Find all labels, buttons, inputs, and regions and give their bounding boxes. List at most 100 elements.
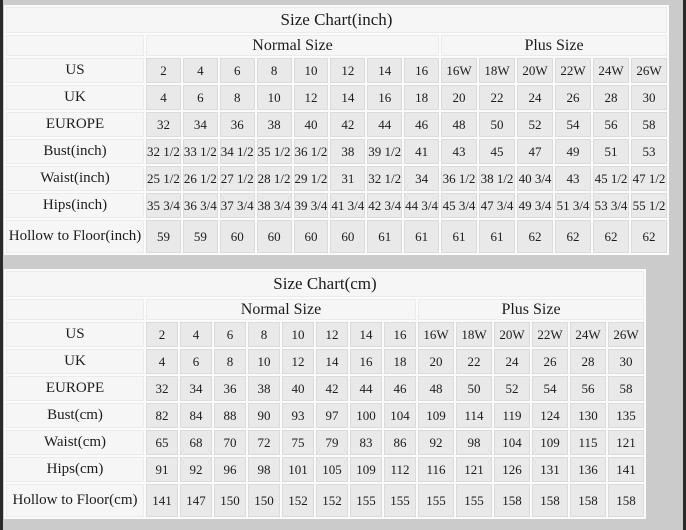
size-value: 16 — [367, 85, 403, 110]
size-value: 36 1/2 — [293, 139, 329, 164]
size-value: 26 — [532, 349, 568, 374]
table-row: EUROPE 32 34 36 38 40 42 44 46 48 50 52 54 56 58 — [6, 376, 644, 401]
size-value: 42 — [330, 112, 366, 137]
left-edge-strip — [0, 0, 3, 530]
size-value: 4 — [180, 322, 212, 347]
size-value: 29 1/2 — [293, 166, 329, 191]
size-value: 61 — [441, 220, 477, 253]
table-row: Hollow to Floor(cm) 141 147 150 150 152 152 155… — [6, 484, 644, 517]
size-value: 141 — [146, 484, 178, 517]
size-value: 8 — [248, 322, 280, 347]
table-row: EUROPE 32 34 36 38 40 42 44 46 48 50 52 54 56 58 — [6, 112, 667, 137]
size-value: 34 — [182, 112, 218, 137]
size-value: 22W — [532, 322, 568, 347]
size-value: 2 — [146, 322, 178, 347]
row-label: Waist(cm) — [6, 430, 144, 455]
size-value: 22 — [456, 349, 492, 374]
size-value: 155 — [350, 484, 382, 517]
size-value: 130 — [570, 403, 606, 428]
size-value: 50 — [456, 376, 492, 401]
size-value: 28 — [593, 85, 629, 110]
size-value: 112 — [384, 457, 416, 482]
size-value: 42 3/4 — [367, 193, 403, 218]
size-value: 150 — [248, 484, 280, 517]
size-value: 82 — [146, 403, 178, 428]
size-value: 48 — [418, 376, 454, 401]
table-row: Hollow to Floor(inch) 59 59 60 60 60 60 61 61 61 6… — [6, 220, 667, 253]
size-value: 14 — [367, 58, 403, 83]
size-value: 56 — [570, 376, 606, 401]
size-value: 114 — [456, 403, 492, 428]
size-value: 109 — [418, 403, 454, 428]
size-value: 36 — [219, 112, 255, 137]
size-value: 126 — [494, 457, 530, 482]
size-value: 26W — [608, 322, 644, 347]
size-value: 36 — [214, 376, 246, 401]
size-value: 27 1/2 — [219, 166, 255, 191]
size-value: 92 — [180, 457, 212, 482]
size-value: 150 — [214, 484, 246, 517]
size-value: 155 — [384, 484, 416, 517]
size-value: 92 — [418, 430, 454, 455]
size-value: 53 3/4 — [593, 193, 629, 218]
size-value: 109 — [532, 430, 568, 455]
size-value: 147 — [180, 484, 212, 517]
size-value: 84 — [180, 403, 212, 428]
size-value: 24W — [593, 58, 629, 83]
size-value: 46 — [384, 376, 416, 401]
size-chart-inch: Size Chart(inch) Normal Size Plus Size US 2 4… — [4, 5, 669, 255]
table-row: UK 4 6 8 10 12 14 16 18 20 22 24 26 28 30 — [6, 85, 667, 110]
size-value: 32 — [146, 112, 181, 137]
row-label: Hips(inch) — [6, 193, 144, 218]
row-label: EUROPE — [6, 112, 144, 137]
size-value: 32 1/2 — [367, 166, 403, 191]
size-value: 4 — [182, 58, 218, 83]
row-label: EUROPE — [6, 376, 144, 401]
size-value: 121 — [456, 457, 492, 482]
size-value: 119 — [494, 403, 530, 428]
size-value: 72 — [248, 430, 280, 455]
table-title: Size Chart(cm) — [6, 271, 644, 297]
size-value: 16W — [441, 58, 477, 83]
size-value: 40 3/4 — [517, 166, 553, 191]
size-value: 10 — [282, 322, 314, 347]
size-value: 44 3/4 — [404, 193, 439, 218]
size-value: 70 — [214, 430, 246, 455]
size-value: 59 — [146, 220, 181, 253]
size-value: 25 1/2 — [146, 166, 181, 191]
size-value: 14 — [316, 349, 348, 374]
size-value: 32 1/2 — [146, 139, 181, 164]
size-value: 10 — [248, 349, 280, 374]
size-value: 18 — [384, 349, 416, 374]
size-value: 20 — [418, 349, 454, 374]
size-value: 49 3/4 — [517, 193, 553, 218]
size-value: 8 — [219, 85, 255, 110]
size-value: 41 — [404, 139, 439, 164]
size-value: 101 — [282, 457, 314, 482]
size-value: 88 — [214, 403, 246, 428]
size-value: 8 — [214, 349, 246, 374]
size-value: 135 — [608, 403, 644, 428]
size-value: 60 — [219, 220, 255, 253]
size-value: 22W — [555, 58, 591, 83]
size-value: 141 — [608, 457, 644, 482]
plus-size-header: Plus Size — [418, 299, 644, 320]
size-value: 62 — [593, 220, 629, 253]
row-label: Hollow to Floor(inch) — [6, 220, 144, 253]
size-value: 34 — [404, 166, 439, 191]
size-value: 28 — [570, 349, 606, 374]
size-value: 20W — [517, 58, 553, 83]
size-value: 49 — [555, 139, 591, 164]
size-value: 34 1/2 — [219, 139, 255, 164]
size-value: 24W — [570, 322, 606, 347]
size-value: 86 — [384, 430, 416, 455]
size-value: 93 — [282, 403, 314, 428]
right-edge-strip — [683, 0, 686, 530]
size-value: 54 — [555, 112, 591, 137]
size-chart-cm: Size Chart(cm) Normal Size Plus Size US 2 4 6 8… — [4, 269, 646, 519]
row-label: UK — [6, 85, 144, 110]
size-value: 6 — [214, 322, 246, 347]
size-value: 28 1/2 — [256, 166, 292, 191]
size-value: 152 — [316, 484, 348, 517]
corner-cell — [6, 299, 144, 320]
